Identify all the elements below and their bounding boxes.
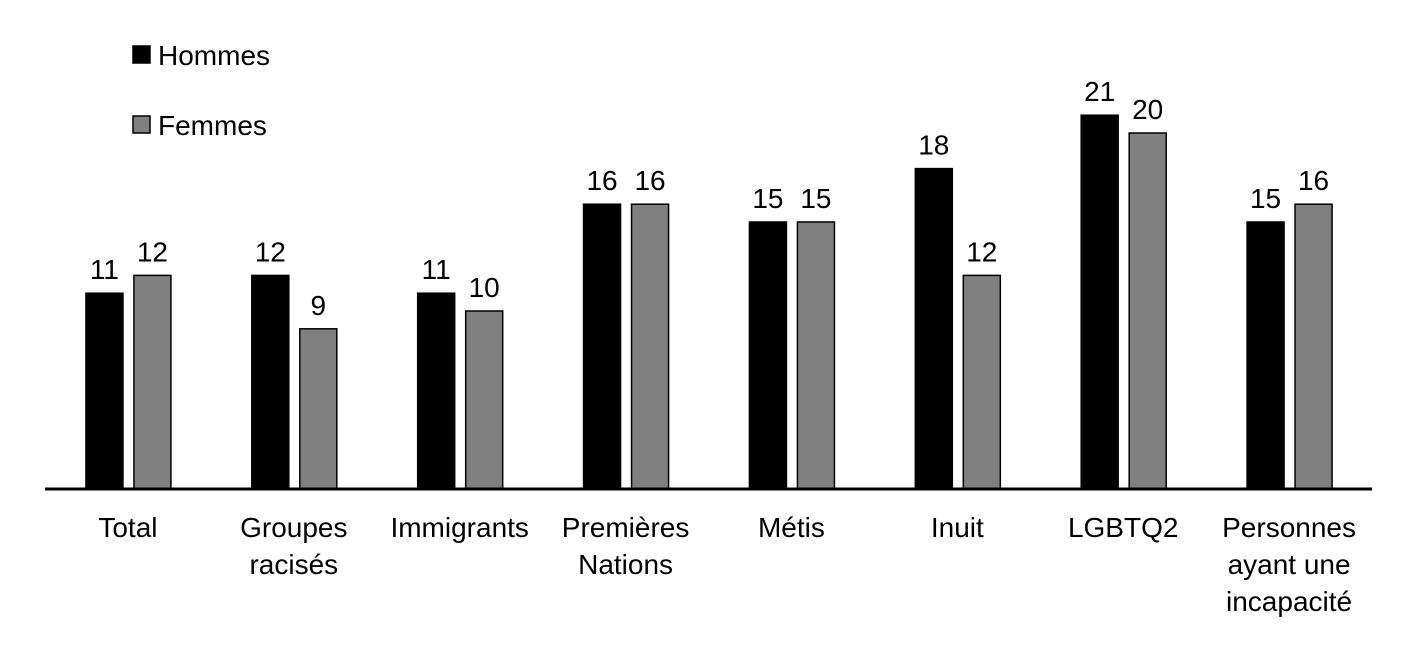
data-label: 18 <box>918 130 949 161</box>
bar <box>582 203 622 490</box>
x-tick-label: Inuit <box>930 512 984 543</box>
data-label: 12 <box>137 236 168 267</box>
x-tick-label: Total <box>98 512 158 543</box>
bar <box>416 292 456 490</box>
bar <box>1128 132 1167 490</box>
data-label: 15 <box>800 183 831 214</box>
data-label: 11 <box>90 254 119 285</box>
legend-swatch <box>132 115 151 134</box>
bar <box>962 274 1002 490</box>
legend-label: Hommes <box>158 40 270 71</box>
bar <box>1080 114 1119 490</box>
x-tick-label: Groupes racisés <box>240 512 348 580</box>
bar <box>1294 203 1333 490</box>
bar <box>1246 221 1285 490</box>
data-label: 20 <box>1132 94 1163 125</box>
data-label: 9 <box>311 290 327 321</box>
data-label: 16 <box>586 165 617 196</box>
bar <box>133 274 172 490</box>
data-label: 15 <box>752 183 783 214</box>
bar <box>748 221 788 490</box>
bar <box>630 203 670 490</box>
bar <box>251 274 290 490</box>
data-label: 16 <box>1298 165 1329 196</box>
bar <box>796 221 836 490</box>
x-tick-label: LGBTQ2 <box>1067 512 1179 543</box>
legend-label: Femmes <box>158 110 267 141</box>
x-tick-label: Personnes ayant une incapacité <box>1222 512 1356 617</box>
bar <box>299 328 338 490</box>
data-label: 10 <box>469 272 500 303</box>
data-label: 12 <box>255 236 286 267</box>
x-tick-label: Premières Nations <box>561 512 690 580</box>
bar <box>85 292 124 490</box>
x-tick-label: Immigrants <box>390 512 529 543</box>
data-label: 11 <box>422 254 451 285</box>
x-tick-label: Métis <box>757 512 825 543</box>
data-label: 21 <box>1084 76 1115 107</box>
data-label: 15 <box>1250 183 1281 214</box>
data-label: 16 <box>634 165 665 196</box>
bar <box>464 310 504 490</box>
bar <box>914 167 954 490</box>
legend-swatch <box>132 45 151 64</box>
data-label: 12 <box>966 236 997 267</box>
